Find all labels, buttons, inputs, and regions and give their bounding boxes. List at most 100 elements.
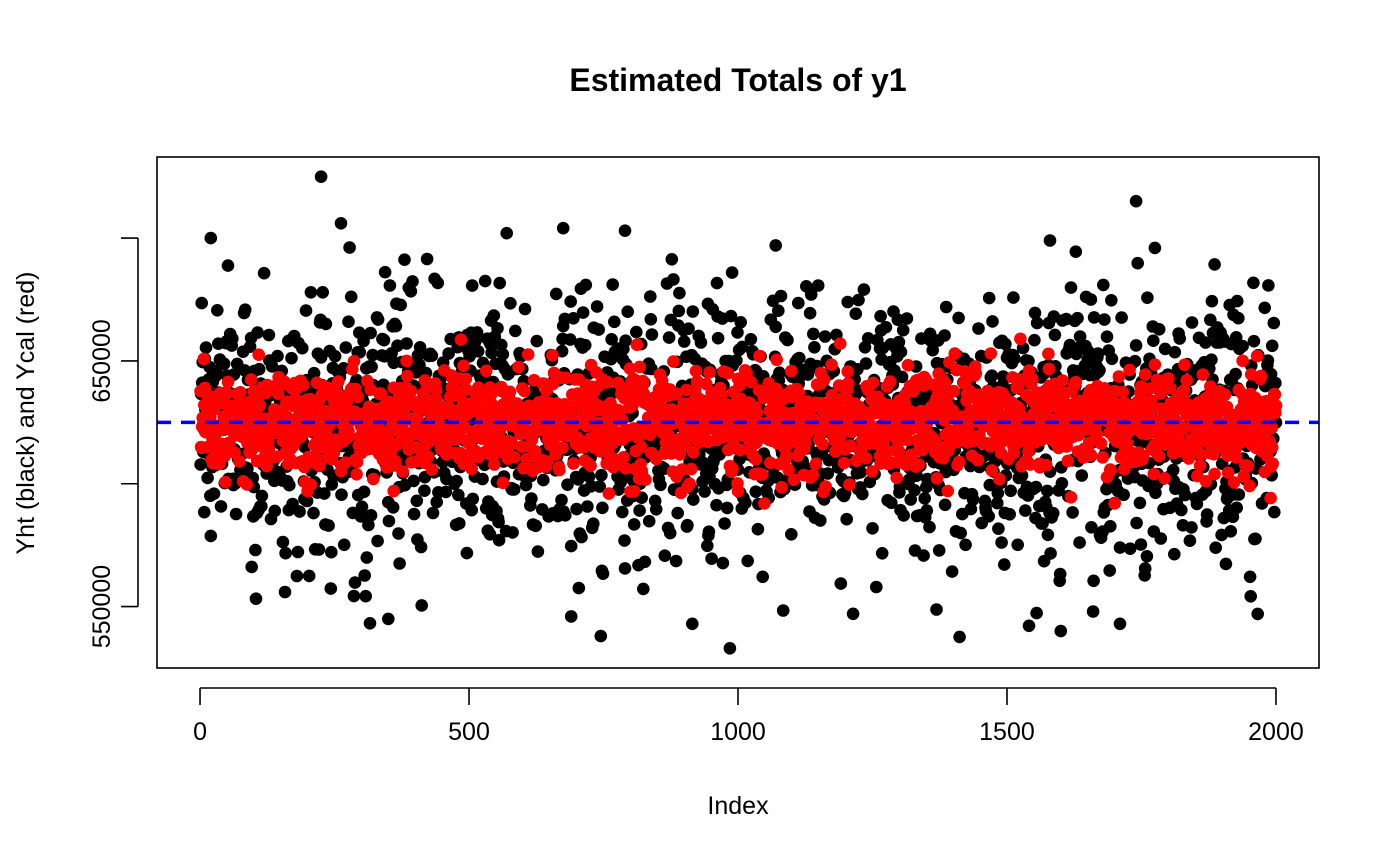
data-point — [1041, 528, 1055, 542]
data-point — [638, 555, 652, 569]
data-point — [793, 351, 806, 365]
data-point — [363, 617, 377, 630]
data-point — [410, 494, 424, 508]
data-point — [244, 373, 258, 386]
data-point — [593, 480, 606, 493]
data-point — [703, 366, 716, 379]
data-point — [687, 493, 700, 506]
data-point — [682, 322, 695, 336]
data-point — [1040, 458, 1053, 472]
data-point — [415, 599, 429, 612]
data-point — [683, 477, 696, 491]
data-point — [1104, 464, 1118, 478]
data-point — [229, 507, 243, 521]
data-point — [1183, 534, 1197, 547]
data-point — [982, 291, 996, 305]
data-point — [485, 346, 498, 360]
data-point — [549, 287, 563, 301]
data-point — [739, 496, 752, 510]
data-point — [1148, 241, 1162, 255]
data-point — [540, 455, 554, 469]
data-point — [1113, 617, 1127, 631]
data-point — [1178, 488, 1192, 502]
data-point — [1221, 466, 1235, 480]
data-point — [1035, 433, 1048, 447]
data-point — [1029, 480, 1043, 494]
data-point — [865, 465, 879, 478]
data-point — [204, 231, 218, 245]
data-point — [857, 283, 871, 296]
data-point — [806, 468, 820, 482]
data-point — [530, 334, 544, 348]
data-point — [276, 535, 290, 549]
data-point — [596, 567, 610, 580]
data-point — [313, 459, 326, 473]
data-point — [1075, 469, 1089, 482]
data-point — [1042, 362, 1056, 376]
y-tick-label: 550000 — [88, 565, 116, 648]
data-point — [619, 334, 632, 348]
data-point — [364, 509, 378, 522]
data-point — [1262, 279, 1275, 292]
data-point — [496, 348, 510, 361]
data-point — [998, 558, 1011, 571]
data-point — [431, 276, 445, 290]
data-point — [465, 462, 479, 476]
data-point — [491, 322, 504, 335]
data-point — [1247, 276, 1260, 290]
data-point — [290, 569, 304, 583]
data-point — [926, 343, 939, 357]
data-point — [715, 388, 729, 402]
data-point — [1094, 437, 1108, 450]
data-point — [1175, 503, 1188, 517]
data-point — [404, 384, 418, 398]
data-point — [734, 316, 747, 329]
data-point — [245, 443, 259, 456]
data-point — [645, 328, 659, 341]
data-point — [351, 390, 365, 404]
data-point — [985, 369, 999, 383]
data-point — [770, 353, 783, 367]
data-point — [553, 463, 566, 477]
data-point — [1105, 352, 1119, 366]
data-point — [1003, 508, 1016, 521]
data-point — [669, 387, 683, 400]
data-point — [1008, 352, 1021, 366]
data-point — [339, 456, 352, 470]
data-point — [575, 530, 588, 544]
data-point — [1247, 334, 1261, 348]
data-point — [856, 487, 869, 501]
data-point — [698, 485, 711, 498]
data-point — [527, 385, 540, 398]
data-point — [396, 465, 410, 478]
data-point — [1265, 339, 1279, 353]
data-point — [426, 506, 440, 520]
data-point — [1028, 333, 1041, 347]
data-point — [854, 466, 867, 479]
data-point — [1236, 431, 1250, 445]
data-point — [1105, 294, 1118, 307]
data-point — [1138, 368, 1152, 381]
data-point — [1028, 306, 1042, 320]
data-point — [945, 565, 959, 578]
data-point — [1117, 488, 1130, 502]
data-point — [689, 364, 703, 378]
data-point — [769, 239, 782, 252]
data-point — [1015, 469, 1029, 482]
data-point — [1230, 501, 1243, 515]
data-point — [1056, 374, 1069, 387]
data-point — [681, 518, 694, 532]
data-point — [1069, 375, 1083, 389]
data-point — [644, 290, 657, 303]
data-point — [387, 484, 401, 498]
data-point — [782, 463, 795, 477]
data-point — [367, 472, 380, 486]
data-point — [1011, 538, 1024, 552]
data-point — [825, 358, 838, 372]
data-point — [364, 326, 377, 340]
data-point — [198, 505, 211, 519]
data-point — [252, 348, 265, 362]
data-point — [407, 507, 421, 521]
data-point — [1200, 508, 1214, 521]
